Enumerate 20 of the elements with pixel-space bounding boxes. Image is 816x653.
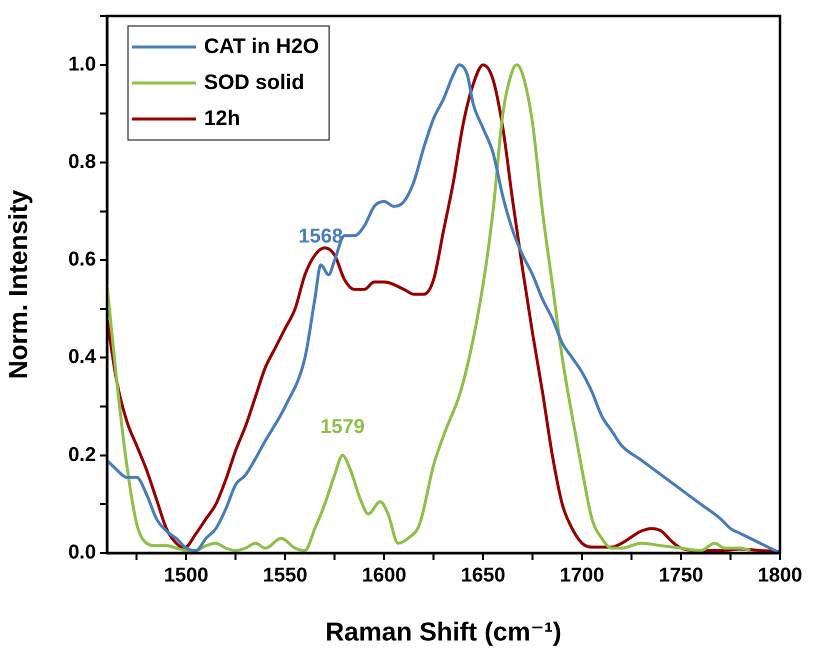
legend-label: 12h <box>204 106 240 130</box>
x-tick-label: 1700 <box>560 564 604 587</box>
y-tick-label: 0.2 <box>68 444 96 466</box>
legend-label: CAT in H2O <box>204 34 320 58</box>
x-tick-label: 1800 <box>758 564 802 587</box>
y-axis-title: Norm. Intensity <box>2 189 33 380</box>
annotation: 1568 <box>298 225 344 248</box>
legend-label: SOD solid <box>204 70 304 94</box>
y-tick-label: 1.0 <box>68 53 96 76</box>
x-tick-label: 1550 <box>262 564 308 587</box>
x-axis-title: Raman Shift (cm⁻¹) <box>325 616 562 647</box>
y-tick-label: 0.8 <box>68 150 96 173</box>
x-tick-label: 1750 <box>658 564 704 587</box>
y-tick-label: 0.4 <box>68 346 97 368</box>
y-tick-label: 0.0 <box>68 542 96 564</box>
x-tick-label: 1650 <box>460 564 506 587</box>
y-tick-label: 0.6 <box>68 248 96 271</box>
x-tick-label: 1500 <box>164 564 208 587</box>
annotation: 1579 <box>320 416 365 438</box>
x-tick-label: 1600 <box>362 564 406 587</box>
